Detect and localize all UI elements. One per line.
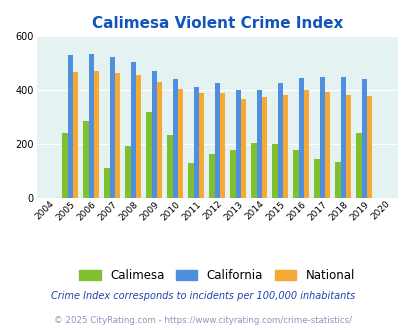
Bar xyxy=(240,99,245,198)
Text: © 2025 CityRating.com - https://www.cityrating.com/crime-statistics/: © 2025 CityRating.com - https://www.city… xyxy=(54,316,351,325)
Text: Crime Index corresponds to incidents per 100,000 inhabitants: Crime Index corresponds to incidents per… xyxy=(51,291,354,301)
Bar xyxy=(135,75,141,198)
Bar xyxy=(335,162,340,198)
Bar xyxy=(198,93,204,198)
Bar xyxy=(88,54,94,198)
Bar xyxy=(72,72,78,198)
Bar xyxy=(214,83,219,198)
Bar xyxy=(303,90,308,198)
Bar xyxy=(293,150,298,198)
Bar xyxy=(193,87,198,198)
Bar xyxy=(366,96,371,198)
Bar xyxy=(83,121,88,198)
Bar xyxy=(361,80,366,198)
Bar xyxy=(340,77,345,198)
Bar xyxy=(356,133,361,198)
Bar xyxy=(115,73,120,198)
Bar xyxy=(298,78,303,198)
Bar xyxy=(167,135,172,198)
Bar xyxy=(130,62,135,198)
Bar xyxy=(151,71,156,198)
Bar xyxy=(345,95,350,198)
Bar xyxy=(272,144,277,198)
Bar xyxy=(188,163,193,198)
Bar xyxy=(324,91,329,198)
Bar xyxy=(104,168,109,198)
Bar xyxy=(94,71,99,198)
Bar xyxy=(109,57,115,198)
Bar xyxy=(230,150,235,198)
Bar xyxy=(251,143,256,198)
Bar xyxy=(67,55,72,198)
Legend: Calimesa, California, National: Calimesa, California, National xyxy=(76,265,358,285)
Bar xyxy=(209,154,214,198)
Bar xyxy=(313,159,319,198)
Bar xyxy=(256,90,261,198)
Bar xyxy=(282,95,288,198)
Bar xyxy=(156,82,162,198)
Bar xyxy=(235,90,240,198)
Bar xyxy=(219,93,224,198)
Title: Calimesa Violent Crime Index: Calimesa Violent Crime Index xyxy=(91,16,342,31)
Bar xyxy=(62,133,67,198)
Bar xyxy=(125,146,130,198)
Bar xyxy=(172,80,177,198)
Bar xyxy=(146,112,151,198)
Bar xyxy=(319,77,324,198)
Bar xyxy=(261,97,266,198)
Bar xyxy=(177,89,183,198)
Bar xyxy=(277,83,282,198)
